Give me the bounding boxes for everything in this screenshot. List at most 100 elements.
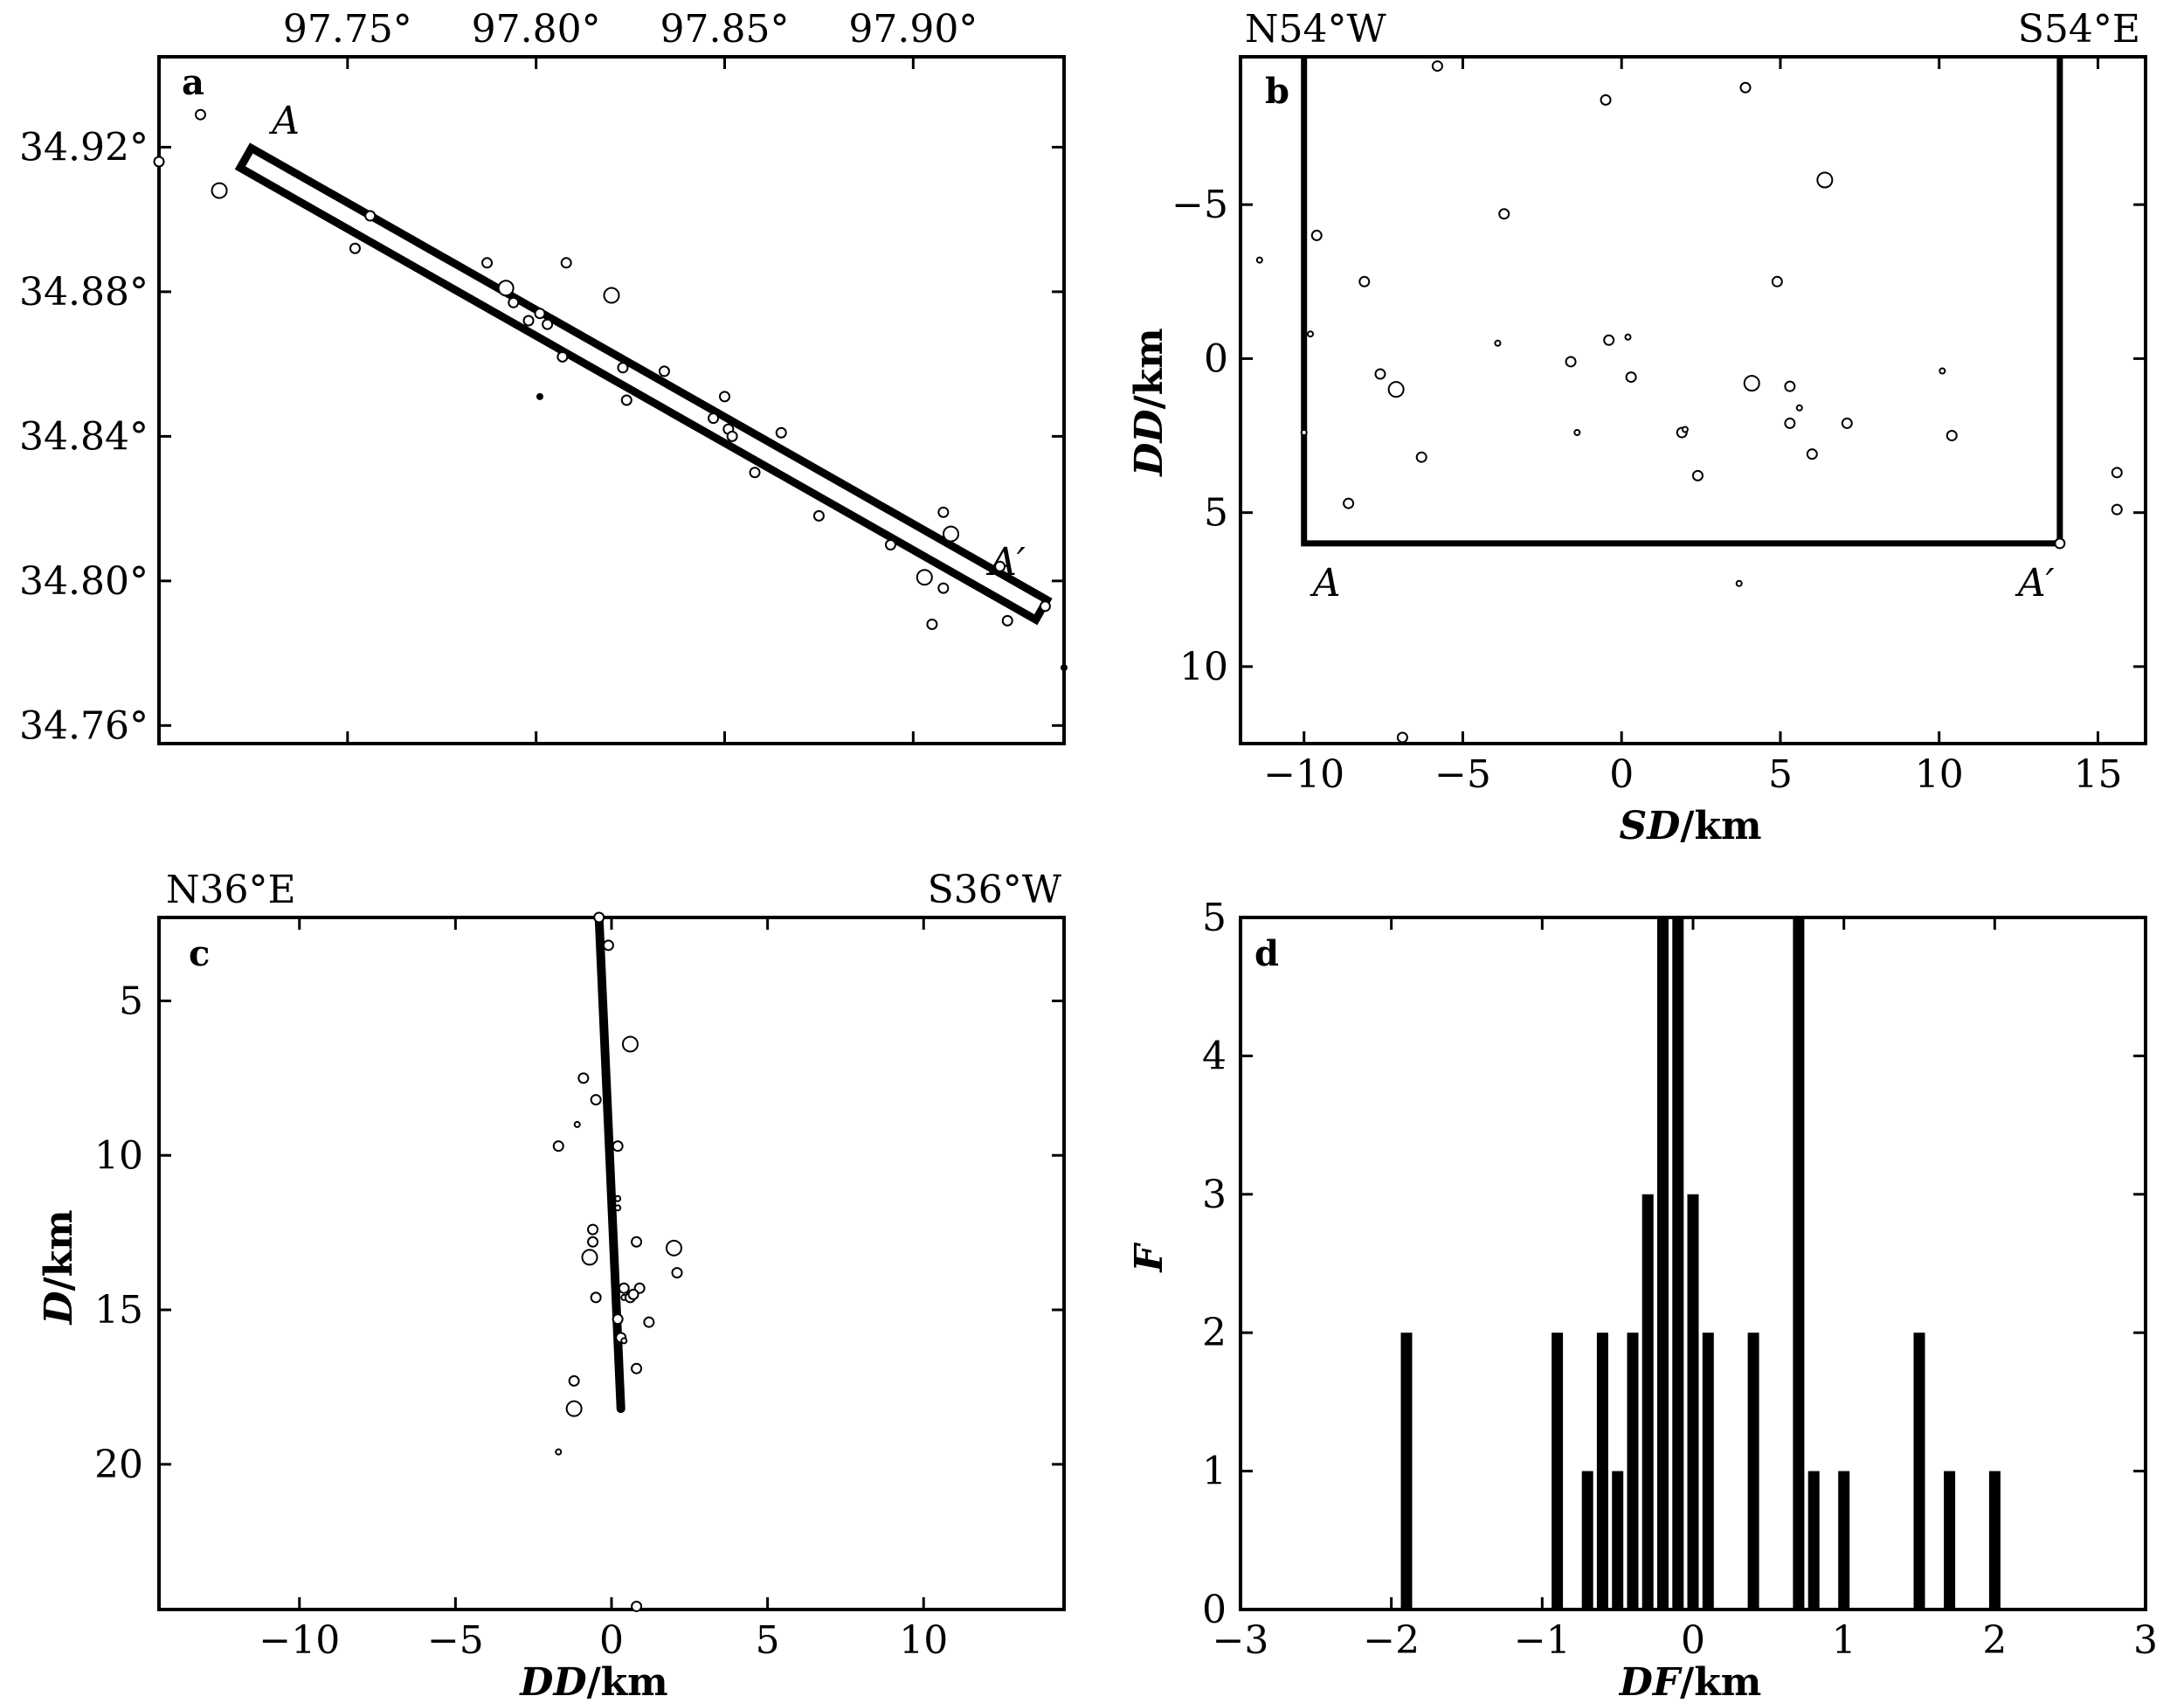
panel-b-x-tick-label: −5 xyxy=(1434,752,1491,797)
panel-d-x-tick-label: 3 xyxy=(2133,1618,2158,1663)
panel-a-epicenter xyxy=(1039,600,1051,613)
panel-a-epicenter xyxy=(884,538,896,550)
panel-d-y-tick-label: 5 xyxy=(1202,896,1227,940)
panel-c-corner-right: S36°W xyxy=(928,868,1062,912)
panel-c-x-axis-label: DD/km xyxy=(518,1660,667,1703)
panel-b-hypocenter xyxy=(1343,497,1355,509)
panel-d-bar xyxy=(1747,1333,1759,1610)
panel-c-hypocenter xyxy=(618,1282,630,1294)
panel-b-hypocenter xyxy=(1494,339,1502,347)
panel-c-hypocenter xyxy=(555,1448,563,1456)
panel-a-left-tick-label: 34.88° xyxy=(19,270,149,315)
panel-b-y-tick-label: −5 xyxy=(1171,183,1228,227)
panel-a-epicenter xyxy=(497,280,515,297)
panel-c-hypocenter xyxy=(631,1600,643,1612)
panel-b-hypocenter xyxy=(1600,93,1612,106)
panel-c-ticks: −10 −5 0 5 10 5 10 15 20 xyxy=(94,917,1064,1663)
panel-c-hypocenter xyxy=(612,1140,624,1153)
panel-d-x-axis-label-unit: /km xyxy=(1680,1660,1761,1703)
panel-a-epicenter xyxy=(522,315,535,327)
panel-d-bar xyxy=(1657,917,1669,1610)
panel-b-hypocenter xyxy=(1739,81,1752,93)
panel-a-left-tick-label: 34.84° xyxy=(19,414,149,459)
panel-b-hypocenter xyxy=(1603,334,1615,346)
panel-c-corner-left: N36°E xyxy=(166,868,296,912)
panel-b-hypocenter xyxy=(1573,429,1581,437)
panel-c-hypocenter xyxy=(631,1362,643,1374)
panel-b-hypocenter xyxy=(1735,579,1743,587)
panel-b-x-tick-label: 0 xyxy=(1609,752,1634,797)
panel-c-hypocenter xyxy=(577,1072,590,1084)
panel-b: b N54°W S54°E SD/km DD/km −10 −5 0 5 10 15 −5 0… xyxy=(1127,7,2147,848)
panel-b-y-tick-label: 0 xyxy=(1204,336,1228,381)
panel-d-bar xyxy=(1672,917,1684,1610)
panel-b-x-axis-label-unit: /km xyxy=(1680,804,1761,848)
panel-c-hypocenter xyxy=(614,1194,622,1202)
panel-c-hypocenter xyxy=(573,1120,581,1128)
panel-b-hypocenter xyxy=(1374,368,1386,380)
panel-b-hypocenter xyxy=(1358,275,1371,287)
panel-d-y-tick-label: 2 xyxy=(1202,1311,1227,1355)
panel-a-epicenter xyxy=(556,350,569,363)
panel-c-x-tick-label: 0 xyxy=(599,1618,624,1663)
panel-c-y-tick-label: 15 xyxy=(94,1288,143,1333)
panel-a-epicenter xyxy=(708,412,720,425)
panel-b-y-axis-label-unit: /km xyxy=(1127,328,1171,409)
panel-c-y-tick-label: 5 xyxy=(119,979,143,1023)
panel-b-ticks: −10 −5 0 5 10 15 −5 0 5 10 xyxy=(1171,57,2146,797)
panel-a-epicenter xyxy=(937,582,950,594)
panel-b-hypocenter xyxy=(1691,469,1704,481)
panel-b-frame xyxy=(1239,55,2147,745)
panel-d-bar xyxy=(1552,1333,1564,1610)
panel-b-label-A: A xyxy=(1310,561,1341,606)
panel-d-bar xyxy=(1793,917,1805,1610)
panel-c-hypocenter xyxy=(587,1236,599,1248)
panel-d-x-tick-label: −3 xyxy=(1213,1618,1269,1663)
panel-b-x-tick-label: 15 xyxy=(2073,752,2122,797)
panel-d-y-axis-label-var: F xyxy=(1127,1243,1171,1274)
panel-a-label: a xyxy=(182,62,204,103)
panel-b-hypocenter xyxy=(1415,451,1427,463)
panel-a-epicenter xyxy=(1001,614,1013,627)
panel-c-hypocenter xyxy=(581,1249,598,1266)
panel-d-bar xyxy=(1702,1333,1714,1610)
panel-c-y-axis-label-unit: /km xyxy=(37,1209,81,1291)
panel-b-x-axis-label-var: SD xyxy=(1619,804,1680,848)
panel-d-x-axis-label: DF/km xyxy=(1618,1660,1762,1703)
panel-b-hypocenter xyxy=(1939,367,1946,375)
panel-d-x-tick-label: 0 xyxy=(1681,1618,1705,1663)
panel-c-fault-trace xyxy=(594,913,625,1414)
panel-c-hypocenter xyxy=(590,1291,602,1304)
panel-a-epicenter xyxy=(534,308,546,320)
panel-a-epicenter xyxy=(603,287,620,304)
panel-a-epicenter xyxy=(749,467,761,479)
panel-a-epicenter xyxy=(937,506,950,518)
panel-d-y-tick-label: 1 xyxy=(1202,1450,1227,1494)
panel-a-epicenter xyxy=(481,257,494,269)
panel-d-y-axis-label: F xyxy=(1127,1243,1171,1274)
panel-a-epicenter xyxy=(194,108,206,121)
panel-c-hypocenter xyxy=(593,911,605,924)
panel-d-bar xyxy=(1596,1333,1608,1610)
panel-d-bar xyxy=(1944,1471,1956,1610)
panel-d-bar xyxy=(1641,1194,1654,1610)
panel-b-hypocenter xyxy=(1310,229,1323,241)
panel-b-x-tick-label: 5 xyxy=(1768,752,1793,797)
panel-b-hypocenter xyxy=(1625,371,1637,384)
panel-b-hypocenter xyxy=(2111,503,2123,516)
panel-d-label: d xyxy=(1254,933,1279,974)
panel-b-x-tick-label: 10 xyxy=(1915,752,1964,797)
panel-c-hypocenter xyxy=(612,1313,624,1326)
panel-b-hypocenter xyxy=(1743,375,1760,392)
panel-c-hypocenter xyxy=(643,1316,655,1328)
panel-a-top-tick-label: 97.75° xyxy=(283,7,412,52)
panel-b-hypocenter xyxy=(1946,430,1958,442)
panel-a-left-tick-label: 34.76° xyxy=(19,703,149,748)
panel-a-top-tick-label: 97.90° xyxy=(848,7,978,52)
panel-b-hypocenter xyxy=(1784,417,1796,429)
panel-a-epicenter xyxy=(943,525,959,543)
panel-d-y-tick-label: 4 xyxy=(1202,1034,1227,1078)
panel-b-y-axis-label: DD/km xyxy=(1127,328,1171,477)
panel-a-epicenter xyxy=(620,394,632,406)
